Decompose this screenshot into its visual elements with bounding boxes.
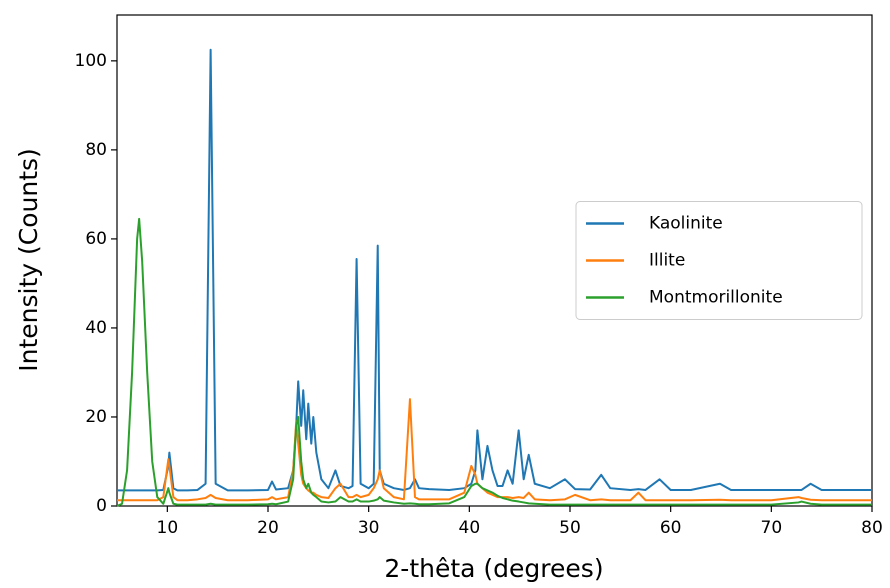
y-tick-label: 40	[85, 318, 107, 338]
x-tick-label: 20	[257, 518, 279, 538]
y-tick-label: 80	[85, 140, 107, 160]
legend-label: Kaolinite	[649, 214, 723, 234]
y-tick-label: 60	[85, 229, 107, 249]
y-axis-label: Intensity (Counts)	[14, 148, 43, 372]
x-tick-label: 60	[660, 518, 682, 538]
x-axis-label: 2-thêta (degrees)	[384, 554, 603, 583]
x-tick-label: 80	[861, 518, 883, 538]
legend-label: Montmorillonite	[649, 288, 783, 308]
y-tick-label: 0	[96, 496, 107, 516]
y-tick-label: 100	[75, 51, 107, 71]
x-tick-label: 50	[559, 518, 581, 538]
x-tick-label: 30	[358, 518, 380, 538]
legend-label: Illite	[649, 251, 685, 271]
plot-frame	[116, 14, 873, 507]
series-line	[116, 217, 872, 507]
series-line	[117, 48, 872, 492]
y-tick-label: 20	[85, 407, 107, 427]
x-tick-label: 40	[459, 518, 481, 538]
x-tick-label: 10	[157, 518, 179, 538]
x-tick-label: 70	[761, 518, 783, 538]
series-line	[117, 398, 872, 502]
legend-box	[575, 201, 863, 320]
